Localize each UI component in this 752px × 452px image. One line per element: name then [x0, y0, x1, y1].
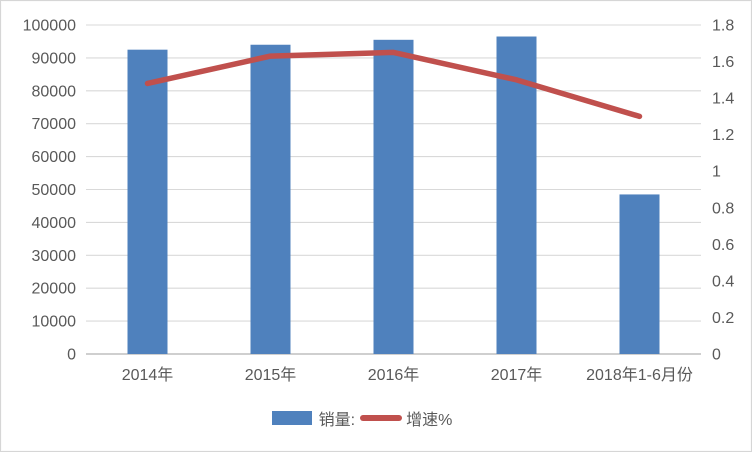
left-axis-tick-label: 80000 [32, 83, 77, 100]
right-axis-tick-label: 0.6 [712, 237, 734, 254]
right-axis-tick-label: 1.8 [712, 18, 734, 35]
x-axis-category-label: 2014年 [122, 366, 174, 384]
left-axis-tick-label: 90000 [32, 50, 77, 67]
right-axis-tick-label: 0.4 [712, 273, 734, 290]
bar-4 [619, 194, 660, 354]
left-axis-tick-label: 50000 [32, 182, 77, 199]
bar-0 [127, 49, 168, 355]
right-axis-tick-label: 1.4 [712, 91, 734, 108]
right-axis-tick-label: 1 [712, 164, 721, 181]
left-axis-tick-label: 30000 [32, 248, 77, 265]
bar-2 [373, 39, 414, 355]
legend-sales-label: 销量: [318, 412, 356, 429]
left-axis-tick-label: 100000 [23, 18, 76, 35]
right-axis-tick-label: 0.8 [712, 200, 734, 217]
right-axis-tick-label: 0 [712, 347, 721, 364]
x-axis-category-label: 2017年 [491, 366, 543, 384]
x-axis-category-label: 2015年 [245, 366, 297, 384]
right-axis-tick-label: 0.2 [712, 310, 734, 327]
left-axis-tick-label: 0 [67, 347, 76, 364]
left-axis-tick-label: 70000 [32, 116, 77, 133]
bar-1 [250, 44, 291, 355]
legend: 销量: 增速% [1, 406, 737, 430]
left-axis-tick-label: 10000 [32, 314, 77, 331]
growth-line [144, 49, 643, 120]
legend-bar-swatch [271, 411, 312, 425]
right-axis-tick-label: 1.6 [712, 54, 734, 71]
x-axis-category-label: 2018年1-6月份 [586, 366, 693, 384]
left-axis-tick-label: 60000 [32, 149, 77, 166]
right-axis-tick-label: 1.2 [712, 127, 734, 144]
left-axis-tick-label: 20000 [32, 281, 77, 298]
legend-growth-label: 增速% [406, 412, 453, 429]
legend-line-swatch [360, 415, 403, 421]
left-axis-tick-label: 40000 [32, 215, 77, 232]
bar-3 [496, 36, 537, 354]
x-axis-category-label: 2016年 [368, 366, 420, 384]
